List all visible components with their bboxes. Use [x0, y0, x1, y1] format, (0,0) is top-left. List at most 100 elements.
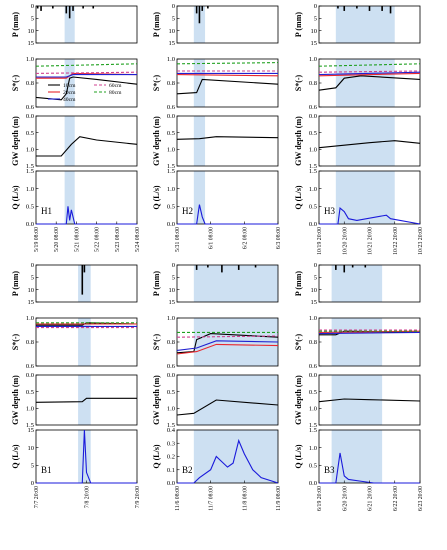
x-tick-label: 6/19 20:00: [317, 486, 323, 511]
y-tick-label: 0.6: [309, 104, 318, 111]
x-tick-label: 5/20 08:00: [54, 227, 60, 252]
y-tick-label: 0.6: [309, 363, 318, 370]
y-tick-label: 1.0: [309, 186, 317, 193]
y-tick-label: 0.6: [26, 363, 35, 370]
y-tick-label: 15: [169, 299, 176, 306]
discharge-line: [177, 204, 278, 225]
y-tick-label: 0.6: [167, 363, 176, 370]
saturation-line-20cm: [318, 72, 421, 77]
y-axis-label: Q (L/s): [152, 185, 161, 210]
saturation-line-60cm: [35, 71, 138, 74]
gw-depth-line: [176, 136, 279, 140]
event-shade: [64, 6, 75, 43]
saturation-line-10cm: [318, 75, 421, 91]
y-tick-label: 0.4: [167, 427, 176, 434]
subplot-s-b2: 0.6 0.8 1.0 S*(-): [152, 315, 279, 370]
axes-frame: [176, 374, 279, 426]
y-tick-label: 0.5: [26, 204, 34, 211]
y-tick-label: 1.0: [309, 56, 317, 63]
y-tick-label: 0: [172, 3, 175, 10]
saturation-line-40cm: [176, 340, 279, 351]
y-tick-label: 1.0: [26, 147, 34, 154]
event-shade: [193, 171, 206, 224]
saturation-line-10cm: [176, 78, 279, 95]
axes-frame: [318, 115, 421, 167]
y-axis-label: P (mm): [152, 271, 161, 296]
gw-depth-line: [318, 398, 421, 403]
axes-frame: [318, 264, 421, 303]
y-tick-label: 0.0: [26, 221, 34, 228]
panel-h1: 0 5 10 15 P (mm) 0.6 0.8 1.0 S*(-) 0.0 0.5 1.0 1.5 GW…: [11, 3, 141, 252]
y-axis-label: Q (L/s): [152, 444, 161, 469]
event-shade: [193, 375, 278, 425]
axes-frame: [176, 264, 279, 303]
panel-label: B3: [324, 465, 335, 475]
y-tick-label: 0.0: [167, 480, 175, 487]
y-tick-label: 0.5: [167, 389, 175, 396]
y-tick-label: 10: [311, 287, 318, 294]
event-shade: [78, 265, 91, 302]
panel-label: B1: [41, 465, 52, 475]
y-axis-label: S*(-): [11, 74, 20, 91]
gw-depth-line: [176, 399, 279, 416]
subplot-gw-h2: 0.0 0.5 1.0 1.5 GW depth (m): [152, 113, 279, 170]
y-tick-label: 0.2: [167, 454, 175, 461]
y-tick-label: 1.5: [309, 163, 317, 170]
y-tick-label: 15: [28, 427, 35, 434]
subplot-s-h1: 0.6 0.8 1.0 S*(-): [11, 56, 138, 111]
subplot-q-h2: 0.0 0.5 1.0 1.5 Q (L/s) H2 5/31 08:00 6/1 08:00…: [152, 168, 282, 252]
y-tick-label: 1.0: [26, 56, 34, 63]
y-tick-label: 0.0: [309, 480, 317, 487]
y-axis-label: S*(-): [294, 74, 303, 91]
y-tick-label: 1.0: [309, 445, 317, 452]
y-tick-label: 1.0: [309, 315, 317, 322]
saturation-line-20cm: [176, 343, 279, 355]
subplot-p-b1: 0 5 10 15 P (mm): [11, 262, 138, 306]
legend-label-20cm: 20cm: [63, 90, 76, 96]
event-shade: [64, 171, 75, 224]
y-tick-label: 0.5: [309, 463, 317, 470]
subplot-q-b1: 0 5 10 15 Q (L/s) B1 7/7 20:00 7/8 20:00 7/9 20:…: [11, 427, 141, 508]
y-axis-label: S*(-): [152, 333, 161, 350]
y-tick-label: 1.0: [167, 147, 175, 154]
y-tick-label: 1.5: [167, 422, 175, 429]
discharge-line: [177, 438, 279, 484]
y-axis-label: S*(-): [294, 333, 303, 350]
x-tick-label: 10/21 20:00: [368, 227, 374, 255]
panel-label: B2: [182, 465, 193, 475]
y-tick-label: 0.0: [26, 372, 34, 379]
y-tick-label: 5: [314, 275, 317, 282]
axes-frame: [35, 5, 138, 44]
subplot-s-b1: 0.6 0.8 1.0 S*(-): [11, 315, 138, 370]
y-tick-label: 1.0: [309, 147, 317, 154]
y-tick-label: 0.5: [167, 204, 175, 211]
axes-frame: [35, 170, 138, 225]
subplot-q-b3: 0.0 0.5 1.0 1.5 Q (L/s) B3 6/19 20:00 6/20 20:0…: [294, 427, 424, 511]
y-tick-label: 10: [28, 28, 35, 35]
x-tick-label: 5/21 08:00: [74, 227, 80, 252]
x-tick-label: 6/20 20:00: [342, 486, 348, 511]
x-tick-label: 10/23 20:00: [418, 227, 424, 255]
y-tick-label: 5: [31, 463, 34, 470]
panel-h2: 0 5 10 15 P (mm) 0.6 0.8 1.0 S*(-) 0.0 0.5 1.0 1.5 GW…: [152, 3, 282, 252]
x-tick-label: 11/9 08:00: [276, 486, 282, 511]
y-axis-label: P (mm): [294, 271, 303, 296]
y-tick-label: 0: [31, 262, 34, 269]
y-tick-label: 5: [172, 16, 175, 23]
y-tick-label: 0.0: [309, 372, 317, 379]
subplot-q-h3: 0.0 0.5 1.0 1.5 Q (L/s) H3 10/19 20:00 10/20 20…: [294, 168, 424, 255]
y-tick-label: 0.0: [309, 113, 317, 120]
saturation-line-80cm: [35, 63, 138, 67]
y-tick-label: 0: [172, 262, 175, 269]
y-tick-label: 15: [28, 40, 35, 47]
y-tick-label: 1.0: [26, 406, 34, 413]
subplot-s-b3: 0.6 0.8 1.0 S*(-): [294, 315, 421, 370]
legend-label-80cm: 80cm: [109, 90, 122, 96]
y-tick-label: 0.8: [309, 80, 317, 87]
y-tick-label: 10: [311, 28, 318, 35]
event-shade: [335, 171, 395, 224]
y-axis-label: S*(-): [11, 333, 20, 350]
y-axis-label: P (mm): [11, 12, 20, 37]
y-axis-label: Q (L/s): [294, 444, 303, 469]
